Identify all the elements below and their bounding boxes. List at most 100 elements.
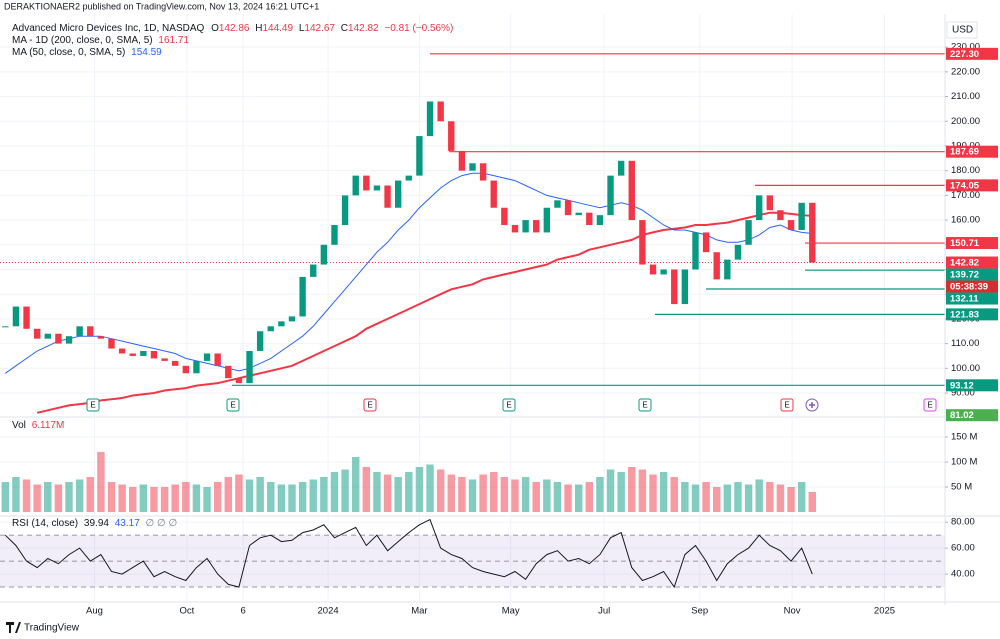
candle	[225, 365, 232, 379]
volume-bar	[65, 482, 73, 512]
candle	[681, 269, 689, 305]
candle	[448, 121, 455, 151]
volume-bar	[638, 469, 647, 512]
volume-bar	[500, 477, 509, 512]
event-marker[interactable]	[502, 398, 516, 412]
volume-bar	[734, 482, 742, 512]
price-label: 142.82	[950, 258, 979, 269]
volume-bar	[617, 472, 625, 512]
price-label: 139.72	[950, 270, 979, 281]
volume-bar	[373, 472, 381, 512]
candle	[118, 348, 126, 354]
candle	[649, 264, 657, 275]
ma200-legend: MA - 1D (200, close, 0, SMA, 5) 161.71	[12, 35, 189, 46]
volume-bar	[203, 487, 211, 512]
event-marker[interactable]	[638, 398, 652, 412]
volume-bar	[267, 482, 275, 512]
candle	[575, 212, 582, 216]
volume-bar	[659, 472, 668, 512]
volume-bar	[150, 487, 158, 512]
volume-bar	[192, 484, 201, 512]
candle	[299, 276, 306, 317]
volume-bar	[787, 487, 795, 512]
candle	[320, 244, 328, 265]
candle	[586, 212, 593, 226]
candle	[172, 360, 179, 366]
price-label-box	[946, 292, 998, 305]
price-label-box	[946, 379, 998, 392]
price-label-box	[946, 256, 998, 269]
volume-bar	[351, 457, 360, 512]
volume-bar	[160, 487, 169, 512]
y-tick-label: 100.00	[951, 363, 980, 374]
event-marker[interactable]	[86, 398, 100, 412]
candle	[554, 200, 561, 208]
price-label: 132.11	[950, 294, 979, 305]
event-icon	[809, 402, 815, 408]
y-tick-label: 170.00	[951, 190, 980, 201]
candle	[65, 336, 73, 344]
candle	[713, 252, 720, 280]
volume-bar	[394, 477, 402, 512]
y-tick-label: 110.00	[951, 338, 979, 349]
volume-bar	[235, 474, 243, 512]
volume-bar	[182, 482, 190, 512]
volume-bar	[224, 477, 233, 512]
event-marker[interactable]	[363, 398, 377, 412]
candle	[214, 353, 221, 366]
rsi-legend: RSI (14, close) 39.94 43.17 ∅ ∅ ∅	[12, 518, 177, 529]
candle	[543, 207, 551, 233]
rsi-line	[4, 518, 813, 589]
ohlc-key: O	[211, 23, 219, 34]
legend-name: MA (50, close, 0, SMA, 5)	[12, 47, 125, 58]
volume-bar	[479, 474, 487, 512]
volume-bar	[320, 477, 328, 512]
legend-value: 39.94	[84, 518, 109, 529]
candle	[533, 220, 540, 233]
event-marker[interactable]	[923, 398, 937, 412]
candle	[490, 180, 497, 208]
ma-line	[5, 172, 813, 374]
y-tick-label: 60.00	[951, 543, 975, 554]
price-label: 187.69	[950, 147, 979, 158]
candle	[352, 175, 359, 196]
volume-bar	[171, 484, 179, 512]
candle	[129, 353, 136, 356]
volume-bar	[649, 474, 657, 512]
volume-bar	[86, 477, 94, 512]
volume-bar	[521, 477, 530, 512]
volume-bar	[723, 484, 732, 512]
candle	[501, 207, 508, 226]
price-label: 150.71	[950, 238, 980, 249]
event-marker[interactable]	[780, 398, 794, 412]
candle	[671, 269, 678, 305]
price-label-box	[946, 308, 998, 321]
ma-line	[36, 211, 813, 414]
candle	[787, 220, 795, 230]
legend-value: 161.71	[158, 35, 189, 46]
volume-bar	[436, 469, 445, 512]
volume-bar	[22, 479, 31, 512]
volume-bar	[532, 482, 540, 512]
candle	[55, 333, 62, 344]
volume-bar	[596, 477, 604, 512]
candle	[426, 101, 434, 137]
y-tick-label: 220.00	[951, 66, 980, 77]
ohlc-value: 142.86	[219, 23, 250, 34]
price-label-box	[946, 268, 998, 281]
ohlc-key: L	[299, 23, 305, 34]
candle	[777, 210, 784, 221]
event-marker[interactable]	[226, 398, 240, 412]
candle	[341, 195, 349, 226]
candle	[522, 220, 529, 233]
candle	[405, 175, 412, 181]
volume-bar	[564, 484, 572, 512]
candle	[373, 185, 381, 191]
x-tick-label: Aug	[86, 606, 103, 617]
candle	[108, 338, 115, 349]
y-tick-label: 200.00	[951, 116, 980, 127]
candle	[193, 360, 200, 374]
candle	[235, 378, 243, 384]
price-label: 174.05	[950, 180, 980, 191]
candle	[596, 215, 604, 226]
